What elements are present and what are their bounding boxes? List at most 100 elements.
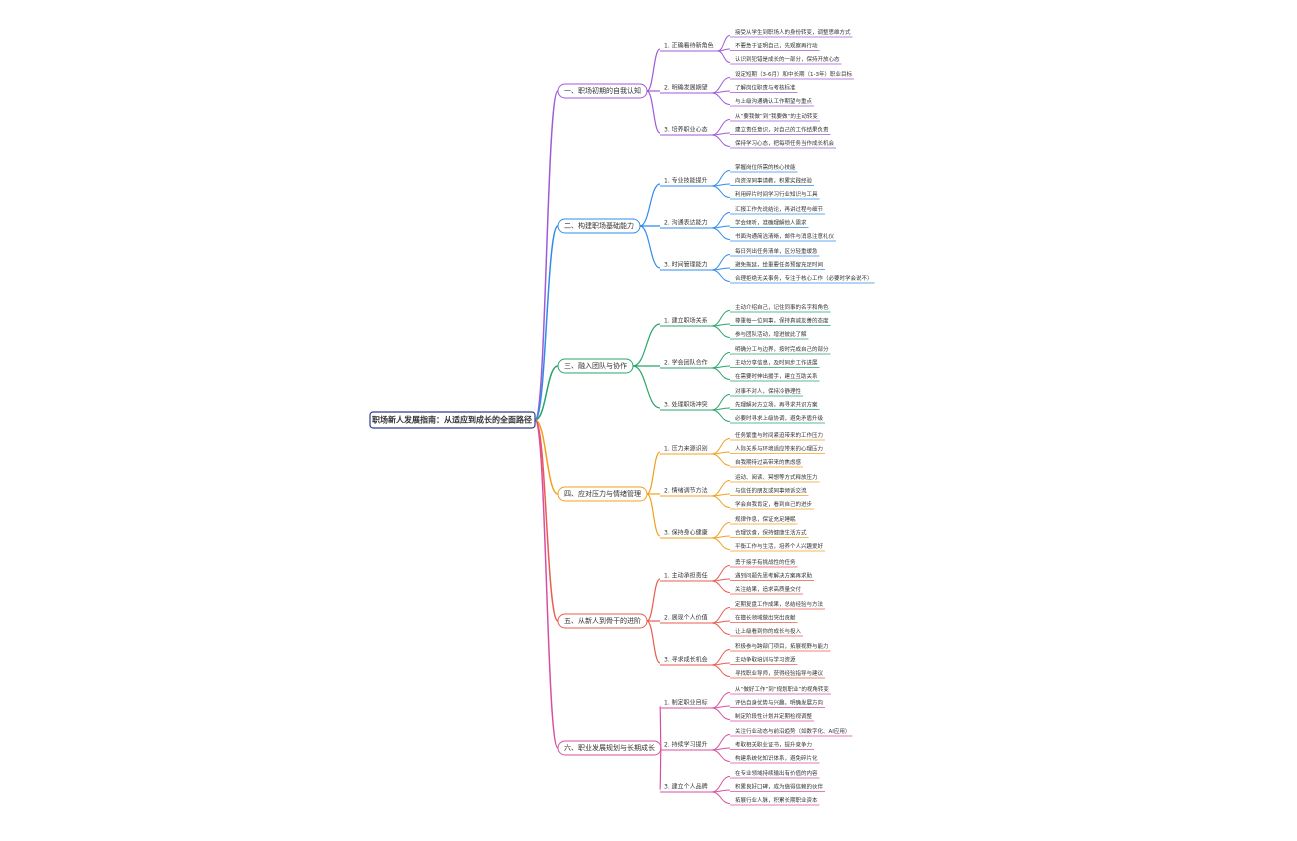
leaf-label: 建立责任意识，对自己的工作结果负责 — [735, 126, 829, 134]
connector — [711, 92, 731, 105]
connector — [711, 134, 731, 147]
connector — [534, 419, 559, 622]
connector — [711, 367, 731, 380]
leaf-label: 勇于接手有挑战性的任务 — [735, 558, 796, 566]
leaf-label: 寻找职业导师，获得经验指导与建议 — [735, 669, 824, 677]
leaf-label: 设定短期（3-6月）和中长期（1-3年）职业目标 — [735, 70, 852, 78]
branch-label: 六、职业发展规划与长期成长 — [564, 743, 655, 752]
leaf-label: 主动争取培训与学习资源 — [735, 656, 796, 664]
leaf-label: 每日列出任务清单，区分轻重缓急 — [735, 247, 818, 255]
leaf-label: 任务繁重与时间紧迫带来的工作压力 — [735, 431, 823, 439]
leaf-label: 合理拒绝无关事务，专注于核心工作（必要时学会说不） — [735, 274, 873, 282]
connector — [659, 747, 662, 791]
branch-label: 五、从新人到骨干的进阶 — [564, 616, 641, 625]
leaf-label: 利用碎片时间学习行业知识与工具 — [735, 190, 818, 198]
sub-label: 1. 主动承担责任 — [664, 572, 708, 580]
leaf-label: 定期复盘工作成果，总结经验与方法 — [735, 600, 824, 608]
leaf-label: 制定阶段性计划并定期检视调整 — [735, 712, 813, 720]
sub-label: 1. 专业技能提升 — [664, 177, 708, 185]
connector — [659, 705, 662, 749]
connector — [711, 580, 731, 593]
leaf-label: 关注结果，追求高质量交付 — [735, 585, 802, 593]
root-node — [369, 411, 536, 429]
leaf-label: 保持学习心态，把每项任务当作成长机会 — [735, 139, 835, 147]
leaf-label: 人际关系与环境适应带来的心理压力 — [735, 445, 823, 453]
leaf-label: 接受从学生到职场人的身份转变，调整思维方式 — [735, 28, 851, 36]
connector — [646, 90, 661, 134]
sub-label: 1. 制定职业目标 — [664, 699, 708, 707]
leaf-label: 汇报工作先说结论，再讲过程与细节 — [735, 205, 824, 213]
leaf-label: 从“要我做”到“我要做”的主动转变 — [735, 112, 818, 120]
leaf-label: 考取相关职业证书，提升竞争力 — [735, 741, 812, 749]
leaf-label: 对事不对人，保持冷静理性 — [735, 387, 802, 395]
connector — [711, 325, 731, 338]
leaf-label: 主动介绍自己，记住同事的名字和角色 — [735, 303, 829, 311]
leaf-label: 学会自我肯定，看到自己的进步 — [735, 500, 813, 508]
leaf-label: 自我期待过高带来的焦虑感 — [735, 458, 802, 466]
connector — [711, 537, 731, 550]
connector — [711, 749, 731, 762]
connector — [534, 419, 559, 749]
sub-label: 2. 情绪调节方法 — [664, 487, 708, 495]
connector — [534, 419, 559, 495]
connector — [711, 664, 731, 677]
connector — [711, 791, 731, 804]
connector — [711, 622, 731, 635]
leaf-label: 在专业领域持续输出有价值的内容 — [735, 769, 818, 777]
connector — [646, 578, 661, 622]
connector — [711, 269, 731, 282]
connector — [534, 90, 559, 421]
connector — [711, 409, 731, 422]
branch-label: 三、融入团队与协作 — [564, 361, 627, 370]
connector — [646, 493, 661, 537]
sub-label: 2. 学会团队合作 — [664, 359, 708, 367]
leaf-label: 掌握岗位所需的核心技能 — [735, 163, 796, 171]
sub-label: 2. 持续学习提升 — [664, 741, 708, 749]
leaf-label: 积累良好口碑，成为值得信赖的伙伴 — [735, 783, 824, 791]
branch-label: 四、应对压力与情绪管理 — [564, 489, 641, 498]
leaf-label: 参与团队活动，增进彼此了解 — [735, 330, 807, 338]
leaf-label: 关注行业动态与前沿趋势（如数字化、AI应用） — [735, 727, 850, 735]
connector — [534, 365, 559, 421]
sub-label: 3. 时间管理能力 — [664, 261, 708, 269]
leaf-label: 平衡工作与生活，培养个人兴趣爱好 — [735, 542, 824, 550]
connector — [646, 620, 661, 664]
leaf-label: 书面沟通简洁清晰，邮件与消息注意礼仪 — [735, 232, 835, 240]
leaf-label: 避免拖延，给重要任务预留充足时间 — [735, 261, 823, 269]
sub-label: 1. 压力来源识别 — [664, 445, 708, 453]
leaf-label: 在需要时伸出援手，建立互助关系 — [735, 372, 818, 380]
leaf-label: 认识到犯错是成长的一部分，保持开放心态 — [735, 55, 840, 63]
connector — [632, 323, 661, 367]
sub-label: 2. 展现个人价值 — [664, 614, 708, 622]
connector — [534, 225, 559, 421]
leaf-label: 评估自身优势与兴趣，明确发展方向 — [735, 699, 823, 707]
leaf-label: 向资深同事请教，积累实践经验 — [735, 177, 813, 185]
leaf-label: 不要急于证明自己，先观察再行动 — [735, 42, 818, 50]
root-label: 职场新人发展指南：从适应到成长的全面路径 — [372, 415, 532, 425]
sub-label: 1. 建立职场关系 — [664, 317, 708, 325]
leaf-label: 与上级沟通确认工作期望与重点 — [735, 97, 813, 105]
leaf-label: 拓展行业人脉，积累长期职业资本 — [735, 796, 818, 804]
connector — [711, 185, 731, 198]
sub-label: 3. 保持身心健康 — [664, 529, 708, 537]
leaf-label: 积极参与跨部门项目，拓展视野与能力 — [735, 642, 829, 650]
sub-label: 3. 建立个人品牌 — [664, 783, 708, 791]
connector — [646, 48, 661, 92]
connector — [711, 495, 731, 508]
leaf-label: 从“做好工作”到“规划职业”的视角转变 — [735, 685, 829, 693]
connector — [632, 365, 661, 409]
connector — [639, 183, 661, 227]
leaf-label: 规律作息，保证充足睡眠 — [735, 515, 796, 523]
connector — [711, 227, 731, 240]
sub-label: 2. 沟通表达能力 — [664, 219, 708, 227]
sub-label: 2. 明确发展期望 — [664, 84, 708, 92]
leaf-label: 让上级看到你的成长与投入 — [735, 627, 802, 635]
connector — [717, 50, 731, 63]
leaf-label: 必要时寻求上级协调，避免矛盾升级 — [735, 414, 824, 422]
leaf-label: 构建系统化知识体系，避免碎片化 — [735, 754, 818, 762]
branch-label: 一、职场初期的自我认知 — [564, 86, 641, 95]
leaf-label: 主动分享信息，及时同步工作进展 — [735, 359, 818, 367]
sub-label: 3. 培养职业心态 — [664, 126, 708, 134]
